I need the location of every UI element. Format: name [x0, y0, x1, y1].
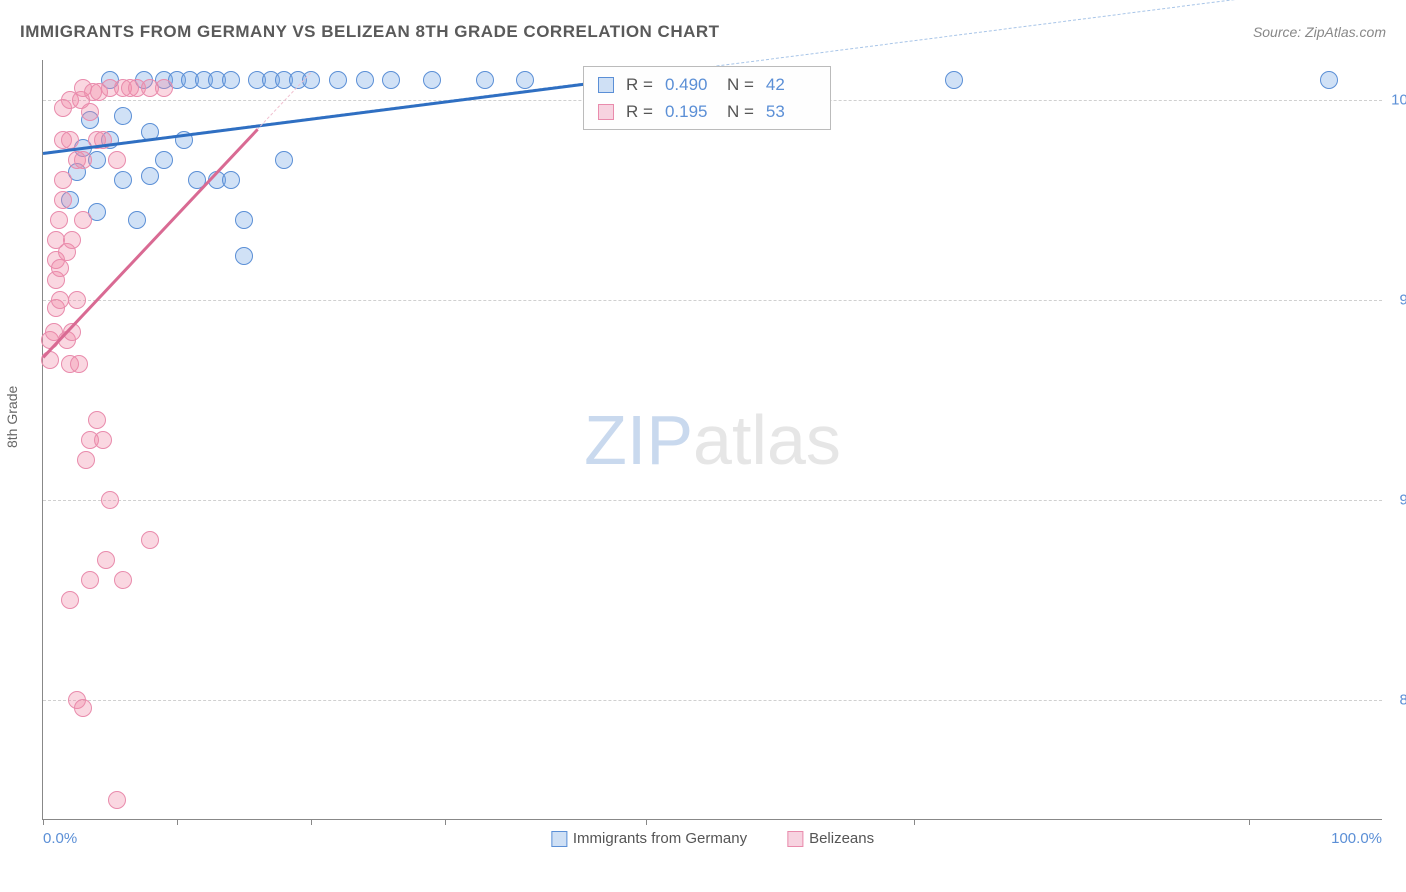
- data-point-belize: [74, 211, 92, 229]
- data-point-belize: [61, 591, 79, 609]
- data-point-germany: [516, 71, 534, 89]
- data-point-germany: [302, 71, 320, 89]
- x-tick-mark: [177, 819, 178, 825]
- n-value-belize: 53: [766, 98, 816, 125]
- data-point-germany: [128, 211, 146, 229]
- stats-row-belize: R = 0.195 N = 53: [598, 98, 816, 125]
- watermark-part-a: ZIP: [584, 401, 693, 479]
- data-point-belize: [77, 451, 95, 469]
- legend: Immigrants from Germany Belizeans: [551, 830, 874, 847]
- scatter-chart: ZIPatlas 100.0%95.0%90.0%85.0%0.0%100.0%…: [42, 60, 1382, 820]
- data-point-belize: [97, 551, 115, 569]
- data-point-belize: [108, 151, 126, 169]
- n-label: N =: [727, 71, 754, 98]
- data-point-germany: [423, 71, 441, 89]
- data-point-belize: [81, 103, 99, 121]
- legend-swatch-belize: [787, 831, 803, 847]
- y-tick-label: 95.0%: [1387, 292, 1406, 309]
- data-point-germany: [476, 71, 494, 89]
- legend-item-belize: Belizeans: [787, 830, 874, 847]
- x-max-label: 100.0%: [1331, 830, 1382, 847]
- y-axis-label: 8th Grade: [4, 386, 20, 448]
- data-point-belize: [54, 171, 72, 189]
- watermark-part-b: atlas: [693, 401, 841, 479]
- x-tick-mark: [43, 819, 44, 825]
- x-min-label: 0.0%: [43, 830, 77, 847]
- data-point-germany: [114, 107, 132, 125]
- y-tick-label: 85.0%: [1387, 692, 1406, 709]
- data-point-belize: [141, 531, 159, 549]
- data-point-belize: [50, 211, 68, 229]
- data-point-germany: [356, 71, 374, 89]
- chart-title: IMMIGRANTS FROM GERMANY VS BELIZEAN 8TH …: [20, 22, 720, 42]
- data-point-belize: [74, 699, 92, 717]
- x-tick-mark: [311, 819, 312, 825]
- r-value-belize: 0.195: [665, 98, 715, 125]
- n-value-germany: 42: [766, 71, 816, 98]
- data-point-belize: [68, 291, 86, 309]
- data-point-belize: [54, 191, 72, 209]
- r-value-germany: 0.490: [665, 71, 715, 98]
- data-point-germany: [329, 71, 347, 89]
- x-tick-mark: [646, 819, 647, 825]
- legend-swatch-germany: [551, 831, 567, 847]
- stats-swatch-belize: [598, 104, 614, 120]
- data-point-germany: [235, 247, 253, 265]
- stats-box: R = 0.490 N = 42 R = 0.195 N = 53: [583, 66, 831, 130]
- data-point-germany: [382, 71, 400, 89]
- legend-label-germany: Immigrants from Germany: [573, 830, 747, 847]
- watermark: ZIPatlas: [584, 400, 841, 480]
- data-point-belize: [88, 411, 106, 429]
- data-point-germany: [275, 151, 293, 169]
- data-point-belize: [74, 151, 92, 169]
- n-label: N =: [727, 98, 754, 125]
- r-label: R =: [626, 71, 653, 98]
- gridline: [43, 300, 1382, 301]
- data-point-germany: [945, 71, 963, 89]
- data-point-belize: [81, 571, 99, 589]
- data-point-belize: [94, 431, 112, 449]
- x-tick-mark: [914, 819, 915, 825]
- data-point-germany: [114, 171, 132, 189]
- data-point-belize: [155, 79, 173, 97]
- data-point-belize: [70, 355, 88, 373]
- data-point-germany: [222, 71, 240, 89]
- data-point-belize: [63, 231, 81, 249]
- y-tick-label: 100.0%: [1387, 92, 1406, 109]
- stats-row-germany: R = 0.490 N = 42: [598, 71, 816, 98]
- y-tick-label: 90.0%: [1387, 492, 1406, 509]
- stats-swatch-germany: [598, 77, 614, 93]
- data-point-germany: [235, 211, 253, 229]
- data-point-germany: [1320, 71, 1338, 89]
- data-point-belize: [114, 571, 132, 589]
- gridline: [43, 500, 1382, 501]
- gridline: [43, 700, 1382, 701]
- data-point-belize: [51, 259, 69, 277]
- x-tick-mark: [1249, 819, 1250, 825]
- r-label: R =: [626, 98, 653, 125]
- source-attribution: Source: ZipAtlas.com: [1253, 24, 1386, 40]
- legend-label-belize: Belizeans: [809, 830, 874, 847]
- data-point-belize: [108, 791, 126, 809]
- legend-item-germany: Immigrants from Germany: [551, 830, 747, 847]
- data-point-germany: [155, 151, 173, 169]
- data-point-germany: [222, 171, 240, 189]
- data-point-germany: [141, 167, 159, 185]
- data-point-belize: [61, 131, 79, 149]
- x-tick-mark: [445, 819, 446, 825]
- data-point-belize: [101, 491, 119, 509]
